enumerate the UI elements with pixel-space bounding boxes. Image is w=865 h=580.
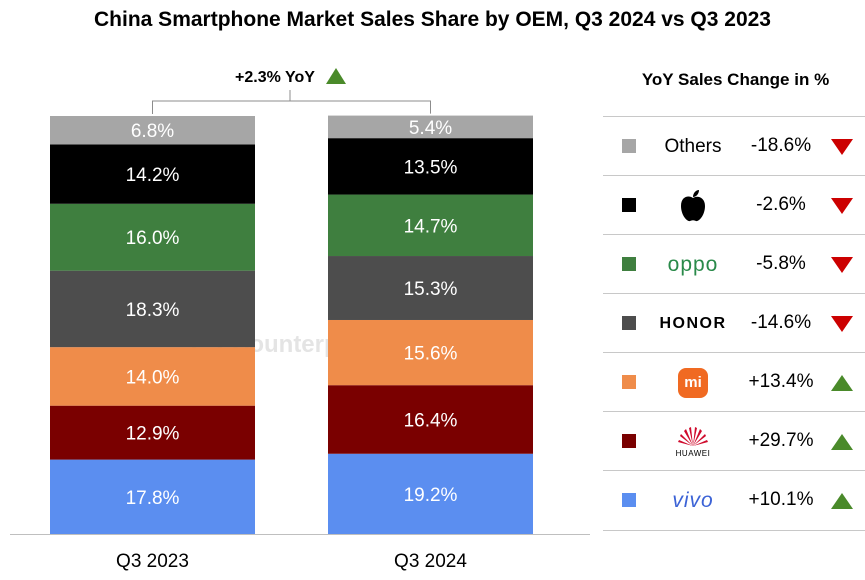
xiaomi-logo: mi — [643, 353, 743, 412]
yoy-change-value: +29.7% — [748, 430, 814, 451]
legend-label-honor: HONOR — [643, 294, 743, 353]
legend: Others -18.6% -2.6% oppo -5.8% HONOR -14.6% mi +… — [603, 116, 865, 536]
bar-segment-huawei-0 — [50, 405, 255, 460]
legend-label-vivo: vivo — [643, 471, 743, 530]
legend-row-honor: HONOR -14.6% — [603, 293, 865, 353]
data-label-oppo-1: 14.7% — [404, 216, 458, 237]
legend-swatch — [622, 434, 636, 448]
legend-swatch — [622, 493, 636, 507]
bar-segment-oppo-1 — [328, 194, 533, 257]
data-label-vivo-1: 19.2% — [404, 485, 458, 506]
data-label-apple-0: 14.2% — [126, 165, 180, 186]
yoy-change-value: -14.6% — [750, 312, 812, 333]
yoy-change-value: +13.4% — [748, 371, 814, 392]
huawei-logo-text: HUAWEI — [675, 448, 711, 458]
up-arrow-icon — [831, 493, 853, 509]
bar-segment-honor-1 — [328, 256, 533, 320]
bar-segment-xiaomi-0 — [50, 347, 255, 406]
legend-label-text: vivo — [672, 488, 714, 512]
bar-segment-apple-0 — [50, 144, 255, 204]
x-tick-label-0: Q3 2023 — [116, 551, 189, 572]
bar-segment-huawei-1 — [328, 385, 533, 454]
legend-title: YoY Sales Change in % — [641, 70, 830, 89]
legend-row-huawei: HUAWEI +29.7% — [603, 411, 865, 471]
legend-swatch — [622, 139, 636, 153]
data-label-vivo-0: 17.8% — [126, 488, 180, 509]
legend-label-oppo: oppo — [643, 235, 743, 294]
legend-swatch — [622, 198, 636, 212]
huawei-logo: HUAWEI — [643, 412, 743, 471]
up-arrow-icon — [831, 434, 853, 450]
legend-label-others: Others — [643, 117, 743, 176]
up-arrow-icon — [831, 375, 853, 391]
bar-segment-apple-1 — [328, 138, 533, 195]
down-arrow-icon — [831, 139, 853, 155]
yoy-change-value: -2.6% — [756, 194, 806, 215]
bar-segment-vivo-0 — [50, 459, 255, 534]
yoy-bracket — [152, 100, 431, 114]
down-arrow-icon — [831, 198, 853, 214]
legend-label-text: Others — [664, 135, 722, 157]
apple-logo-icon — [643, 176, 743, 235]
yoy-change-value: -18.6% — [750, 135, 812, 156]
data-label-oppo-0: 16.0% — [126, 228, 180, 249]
data-label-huawei-1: 16.4% — [404, 410, 458, 431]
legend-row-oppo: oppo -5.8% — [603, 234, 865, 294]
yoy-change-value: +10.1% — [748, 489, 814, 510]
data-label-huawei-0: 12.9% — [126, 424, 180, 445]
x-tick-label-1: Q3 2024 — [394, 551, 467, 572]
bar-segment-oppo-0 — [50, 203, 255, 271]
legend-row-others: Others -18.6% — [603, 116, 865, 176]
down-arrow-icon — [831, 257, 853, 273]
bar-segment-honor-0 — [50, 270, 255, 348]
legend-row-apple: -2.6% — [603, 175, 865, 235]
bar-segment-vivo-1 — [328, 453, 533, 534]
down-arrow-icon — [831, 316, 853, 332]
data-label-apple-1: 13.5% — [404, 157, 458, 178]
legend-swatch — [622, 375, 636, 389]
yoy-change-value: -5.8% — [756, 253, 806, 274]
stacked-bar-chart: 17.8% 12.9% 14.0% 18.3% 16.0% 14.2% 6.8% Q3 202… — [10, 68, 590, 572]
legend-swatch — [622, 316, 636, 330]
data-label-honor-0: 18.3% — [126, 300, 180, 321]
data-label-xiaomi-0: 14.0% — [126, 367, 180, 388]
legend-label-text: oppo — [667, 252, 719, 276]
xiaomi-mi-badge: mi — [678, 367, 708, 398]
legend-swatch — [622, 257, 636, 271]
bar-segment-xiaomi-1 — [328, 319, 533, 386]
data-label-xiaomi-1: 15.6% — [404, 344, 458, 365]
legend-label-text: HONOR — [659, 314, 727, 332]
yoy-annotation: +2.3% YoY — [235, 69, 315, 86]
legend-row-xiaomi: mi +13.4% — [603, 352, 865, 412]
data-label-honor-1: 15.3% — [404, 279, 458, 300]
chart-title: China Smartphone Market Sales Share by O… — [94, 8, 771, 31]
bar-segment-others-0 — [50, 116, 255, 145]
data-label-others-0: 6.8% — [131, 121, 174, 142]
legend-row-vivo: vivo +10.1% — [603, 470, 865, 531]
up-arrow-icon — [326, 68, 346, 84]
bar-segment-others-1 — [328, 115, 533, 139]
data-label-others-1: 5.4% — [409, 118, 452, 139]
